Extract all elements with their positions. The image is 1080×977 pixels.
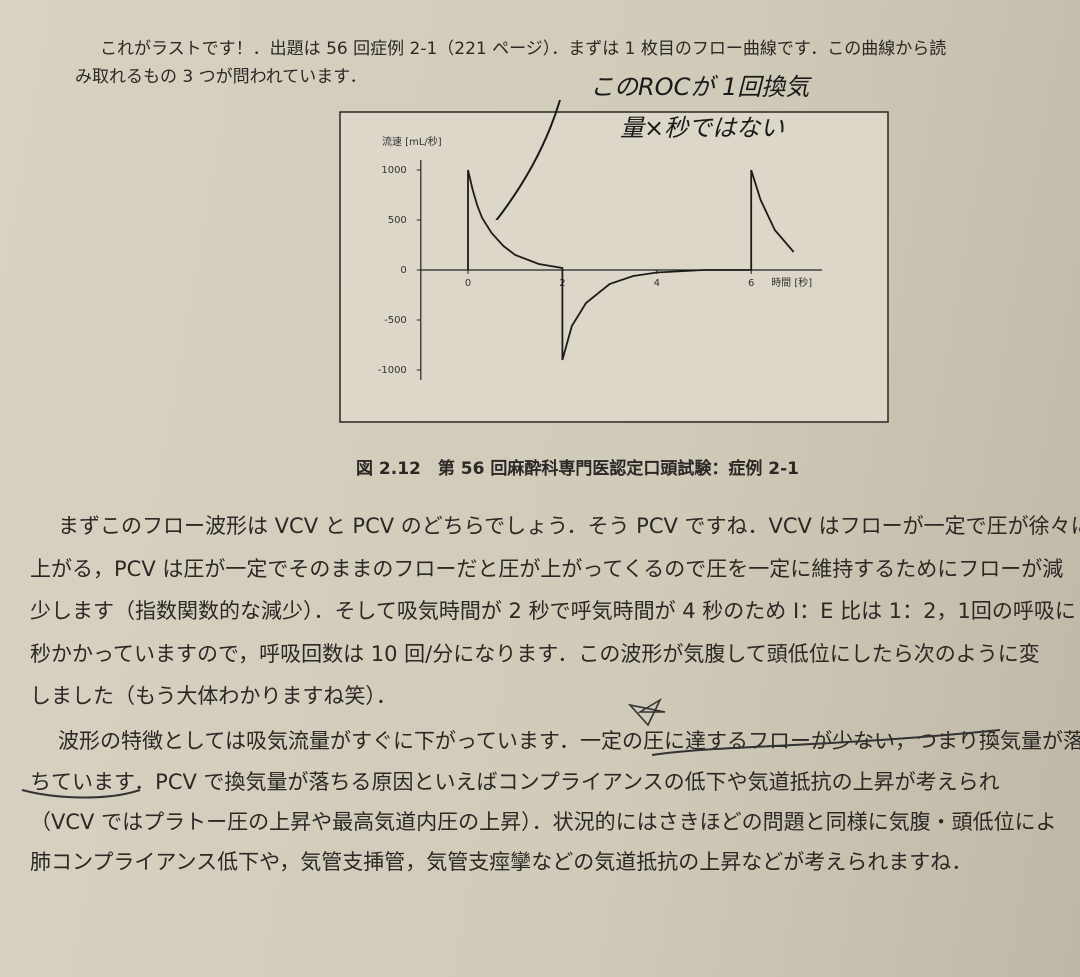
star-mark <box>627 697 666 727</box>
figure-frame <box>339 111 889 423</box>
text-line: ちています．PCV で換気量が落ちる原因といえばコンプライアンスの低下や気道抵抗… <box>30 770 1000 794</box>
y-tick-label: -500 <box>384 315 407 326</box>
intro-line: み取れるもの 3 つが問われています． <box>75 67 367 87</box>
pen-stroke <box>495 99 561 220</box>
y-tick-label: 0 <box>400 265 406 276</box>
handwritten-note: 量×秒ではない <box>620 114 784 142</box>
text-line: 少します（指数関数的な減少）．そして吸気時間が 2 秒で呼気時間が 4 秒のため… <box>30 599 1076 623</box>
y-axis-label: 流速 [mL/秒] <box>382 135 442 148</box>
handwritten-note: このROCが 1回換気 <box>590 73 812 101</box>
x-tick-label: 6 <box>748 278 754 289</box>
y-tick-label: 1000 <box>381 165 406 176</box>
handwriting: このROCが 1回換気 量×秒ではない <box>495 73 812 220</box>
text-line: （VCV ではプラトー圧の上昇や最高気道内圧の上昇）．状況的にはさきほどの問題と… <box>30 810 1057 834</box>
text-line: 肺コンプライアンス低下や，気管支挿管，気管支痙攣などの気道抵抗の上昇などが考えら… <box>30 850 973 874</box>
x-axis-label: 時間 [秒] <box>771 276 812 289</box>
text-line: 波形の特徴としては吸気流量がすぐに下がっています．一定の圧に達するフローが少ない… <box>58 729 1080 753</box>
intro-line: これがラストです！．出題は 56 回症例 2-1（221 ページ）．まずは 1 … <box>100 39 947 59</box>
flow-curve <box>467 169 795 361</box>
x-tick-label: 4 <box>654 278 660 289</box>
figure-caption: 図 2.12 第 56 回麻酔科専門医認定口頭試験：症例 2-1 <box>356 459 799 479</box>
y-tick-label: 500 <box>388 215 407 226</box>
y-tick-label: -1000 <box>378 365 407 376</box>
text-line: 秒かかっていますので，呼吸回数は 10 回/分になります．この波形が気腹して頭低… <box>30 642 1040 666</box>
x-tick-label: 0 <box>465 278 471 289</box>
text-line: まずこのフロー波形は VCV と PCV のどちらでしょう．そう PCV ですね… <box>58 514 1080 538</box>
text-line: しました（もう大体わかりますね笑）． <box>30 684 397 708</box>
text-line: 上がる，PCV は圧が一定でそのままのフローだと圧が上がってくるので圧を一定に維… <box>30 557 1064 581</box>
